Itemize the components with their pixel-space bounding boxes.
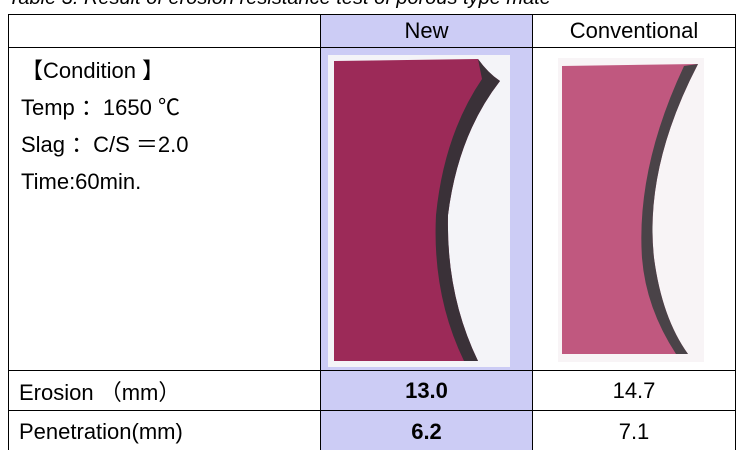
header-cell (8, 14, 321, 48)
header-cell: New (320, 14, 533, 48)
value-cell: 6.2 (320, 410, 533, 450)
condition-line: 【Condition 】 (21, 52, 320, 89)
value-cell: 14.7 (532, 370, 736, 411)
condition-cell: 【Condition 】 Temp ：1650 ℃ Slag ：C/S ＝2.0… (8, 47, 321, 371)
row-label: Penetration(mm) (8, 410, 321, 450)
sample-conventional (558, 58, 704, 362)
value-cell: 13.0 (320, 370, 533, 411)
condition-line: Time:60min. (21, 163, 320, 200)
sample-new (328, 55, 510, 367)
header-cell: Conventional (532, 14, 736, 48)
row-label: Erosion （mm） (8, 370, 321, 411)
caption: Table 3. Result of erosion resistance te… (8, 0, 551, 10)
condition-line: Slag ：C/S ＝2.0 (21, 126, 320, 163)
page: Table 3. Result of erosion resistance te… (0, 0, 753, 450)
value-cell: 7.1 (532, 410, 736, 450)
condition-line: Temp ：1650 ℃ (21, 89, 320, 126)
